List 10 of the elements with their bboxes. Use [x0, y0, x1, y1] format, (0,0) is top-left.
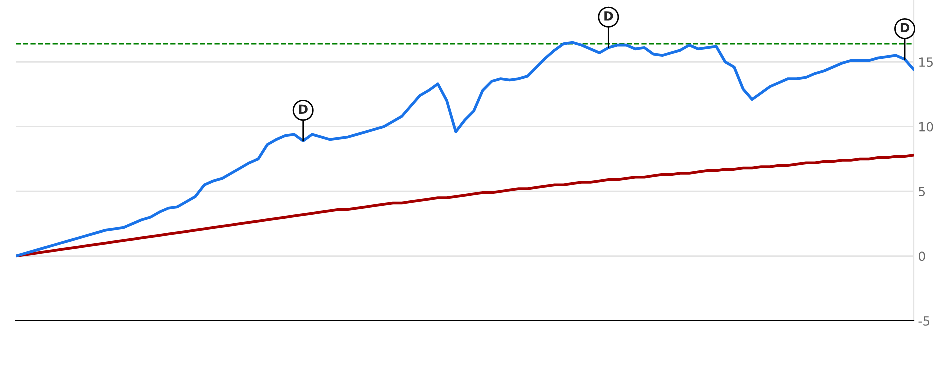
- data-label: D: [900, 23, 910, 32]
- line-series: [16, 154, 914, 258]
- line-series: [16, 41, 914, 258]
- y-tick-label: -5: [918, 316, 930, 326]
- y-tick-label: 5: [919, 187, 926, 196]
- data-label: D: [299, 104, 308, 114]
- y-tick-label: 0: [918, 252, 926, 262]
- data-label: D: [604, 12, 614, 21]
- y-tick-label: 15: [920, 58, 933, 68]
- y-tick-label: 10: [920, 122, 934, 132]
